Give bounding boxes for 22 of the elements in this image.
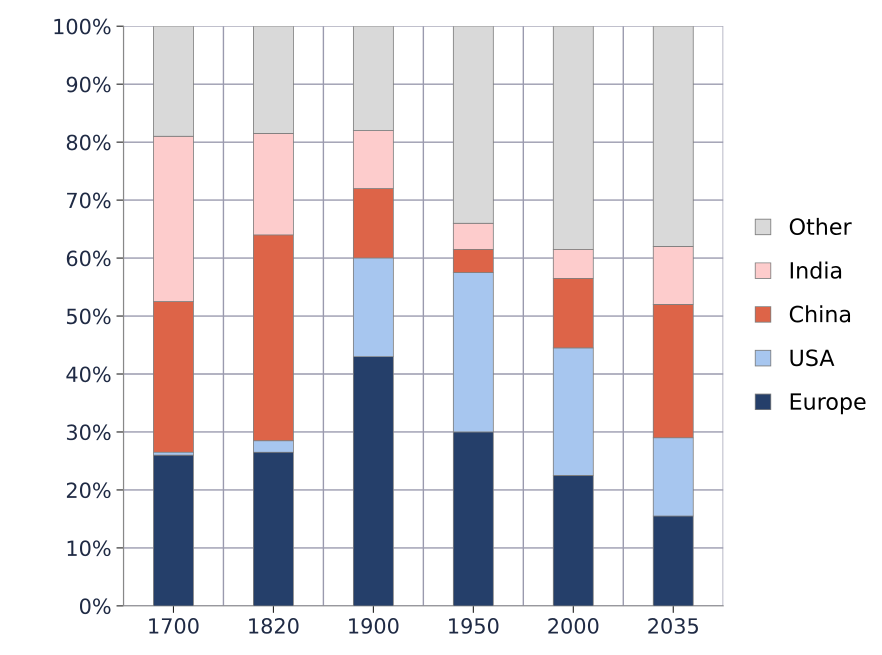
y-tick-label: 60% bbox=[66, 250, 111, 266]
y-tick-label: 100% bbox=[54, 18, 111, 34]
x-tick-label: 2000 bbox=[548, 618, 598, 634]
y-tick-label: 20% bbox=[66, 482, 111, 498]
legend-label: Europe bbox=[790, 393, 866, 414]
x-tick-label: 1820 bbox=[249, 618, 299, 634]
y-tick-label: 30% bbox=[66, 424, 111, 440]
y-tick-label: 80% bbox=[66, 134, 111, 150]
y-tick-label: 0% bbox=[80, 598, 111, 614]
legend-label: China bbox=[790, 305, 850, 322]
y-tick-label: 70% bbox=[67, 192, 111, 208]
legend-label: Other bbox=[790, 218, 852, 236]
y-tick-label: 40% bbox=[66, 366, 111, 382]
y-tick-label: 10% bbox=[68, 540, 111, 556]
y-tick-label: 90% bbox=[66, 76, 111, 92]
y-tick-label: 50% bbox=[66, 308, 111, 324]
x-tick-label: 1700 bbox=[149, 618, 199, 634]
x-tick-label: 1900 bbox=[349, 618, 399, 634]
legend-label: India bbox=[790, 262, 842, 279]
x-tick-label: 2035 bbox=[648, 618, 698, 634]
x-tick-label: 1950 bbox=[449, 618, 498, 634]
legend-label: USA bbox=[790, 349, 834, 366]
